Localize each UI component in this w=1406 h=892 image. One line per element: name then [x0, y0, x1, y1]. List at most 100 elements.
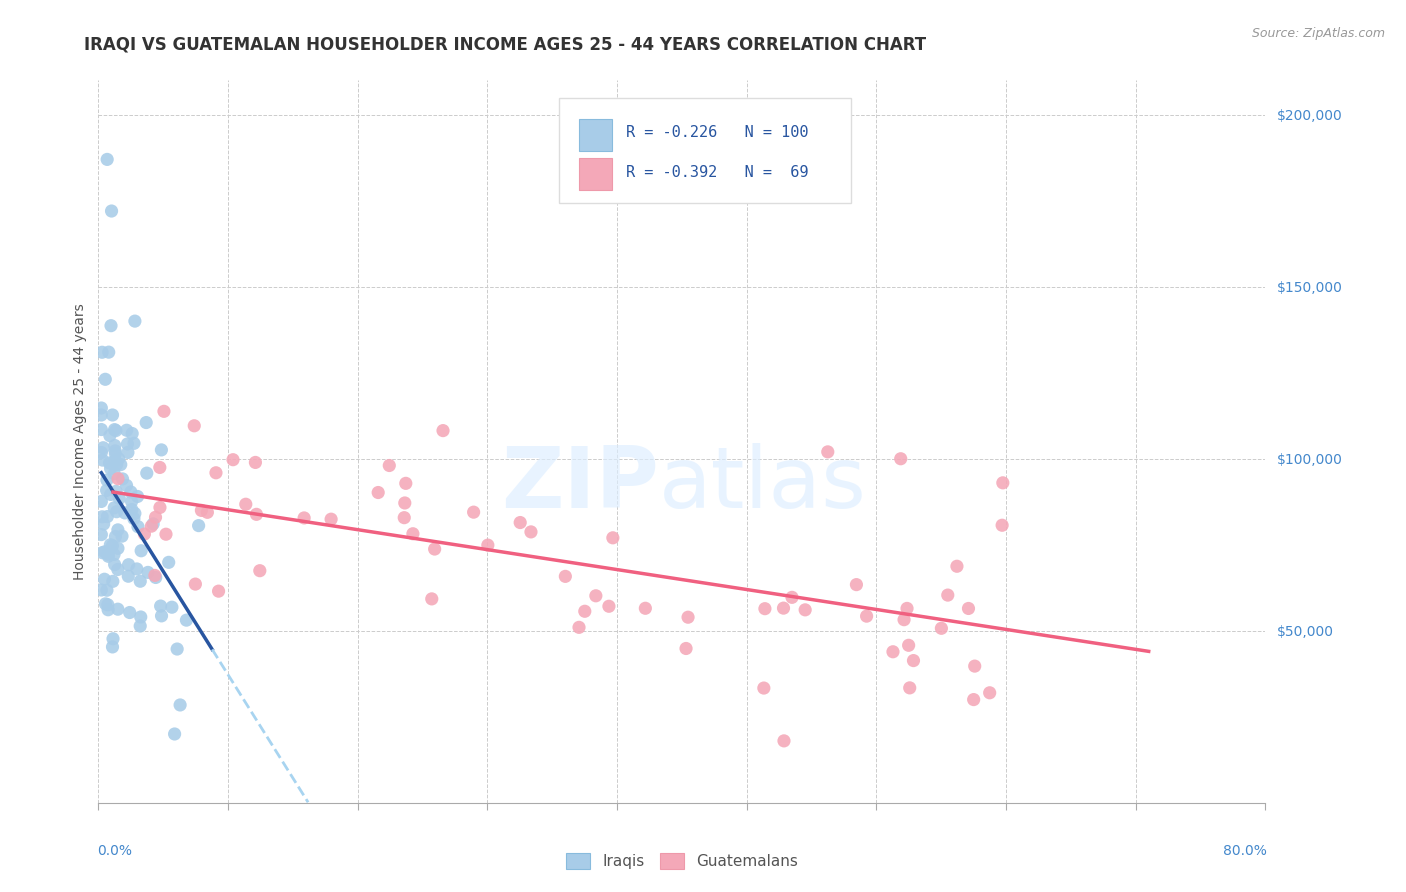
Point — [97, 598, 120, 612]
Point — [96, 509, 118, 524]
Point — [127, 519, 149, 533]
Point — [432, 424, 454, 438]
Point — [108, 491, 131, 506]
Point — [145, 570, 167, 584]
Point — [946, 559, 969, 574]
Point — [245, 508, 267, 522]
Point — [772, 601, 794, 615]
Point — [245, 455, 267, 469]
Point — [90, 527, 112, 541]
Point — [105, 458, 128, 472]
Point — [169, 698, 191, 712]
Point — [394, 496, 416, 510]
Point — [122, 436, 145, 450]
Point — [90, 401, 112, 415]
Point — [91, 453, 114, 467]
Point — [187, 518, 209, 533]
Point — [120, 485, 142, 500]
Point — [897, 638, 920, 652]
Point — [98, 428, 121, 442]
Text: ZIP: ZIP — [501, 443, 658, 526]
Point — [554, 569, 576, 583]
Point — [176, 613, 198, 627]
Point — [115, 423, 138, 437]
Point — [90, 494, 112, 508]
Point — [676, 610, 699, 624]
Point — [114, 506, 136, 520]
Point — [129, 619, 152, 633]
Point — [135, 416, 157, 430]
Point — [104, 438, 127, 452]
Point — [149, 460, 172, 475]
Point — [979, 686, 1001, 700]
Point — [235, 497, 257, 511]
Point — [104, 424, 127, 438]
Text: R = -0.392   N =  69: R = -0.392 N = 69 — [626, 165, 808, 180]
Point — [104, 530, 127, 544]
Text: 0.0%: 0.0% — [97, 844, 132, 858]
Point — [124, 314, 146, 328]
Point — [101, 632, 124, 646]
Point — [121, 494, 143, 508]
Point — [141, 519, 163, 533]
Point — [149, 599, 172, 613]
Point — [394, 510, 416, 524]
Point — [155, 527, 177, 541]
Y-axis label: Householder Income Ages 25 - 44 years: Householder Income Ages 25 - 44 years — [73, 303, 87, 580]
Point — [101, 539, 124, 553]
Point — [100, 538, 122, 552]
Point — [96, 153, 118, 167]
Legend: Iraqis, Guatemalans: Iraqis, Guatemalans — [560, 847, 804, 875]
Point — [135, 466, 157, 480]
Text: R = -0.226   N = 100: R = -0.226 N = 100 — [626, 125, 808, 140]
Point — [100, 318, 122, 333]
Point — [845, 577, 868, 591]
Point — [962, 692, 984, 706]
Point — [129, 543, 152, 558]
Point — [420, 591, 443, 606]
Point — [249, 564, 271, 578]
Point — [101, 408, 124, 422]
Point — [207, 584, 229, 599]
Point — [103, 500, 125, 515]
Point — [963, 659, 986, 673]
Point — [423, 542, 446, 557]
Point — [898, 681, 921, 695]
Point — [96, 583, 118, 598]
Point — [817, 445, 839, 459]
Point — [107, 523, 129, 537]
Point — [91, 345, 114, 359]
Bar — [579, 158, 612, 190]
Point — [105, 484, 128, 499]
Point — [122, 511, 145, 525]
Point — [91, 509, 114, 524]
Point — [129, 574, 152, 589]
Point — [794, 603, 817, 617]
Point — [107, 451, 129, 466]
Point — [110, 458, 132, 472]
Point — [149, 500, 172, 515]
Point — [111, 472, 134, 486]
Point — [90, 408, 112, 422]
Point — [115, 478, 138, 492]
Point — [292, 511, 315, 525]
Point — [100, 487, 122, 501]
Point — [107, 562, 129, 576]
Point — [195, 505, 218, 519]
Point — [93, 545, 115, 559]
Point — [93, 572, 115, 586]
Point — [107, 472, 129, 486]
Point — [936, 588, 959, 602]
Point — [111, 529, 134, 543]
Point — [103, 423, 125, 437]
Text: IRAQI VS GUATEMALAN HOUSEHOLDER INCOME AGES 25 - 44 YEARS CORRELATION CHART: IRAQI VS GUATEMALAN HOUSEHOLDER INCOME A… — [84, 36, 927, 54]
Point — [184, 577, 207, 591]
Point — [101, 574, 124, 589]
Point — [903, 654, 925, 668]
Point — [402, 526, 425, 541]
Point — [96, 483, 118, 498]
Point — [855, 609, 877, 624]
Point — [125, 562, 148, 576]
Point — [367, 485, 389, 500]
Point — [103, 467, 125, 481]
